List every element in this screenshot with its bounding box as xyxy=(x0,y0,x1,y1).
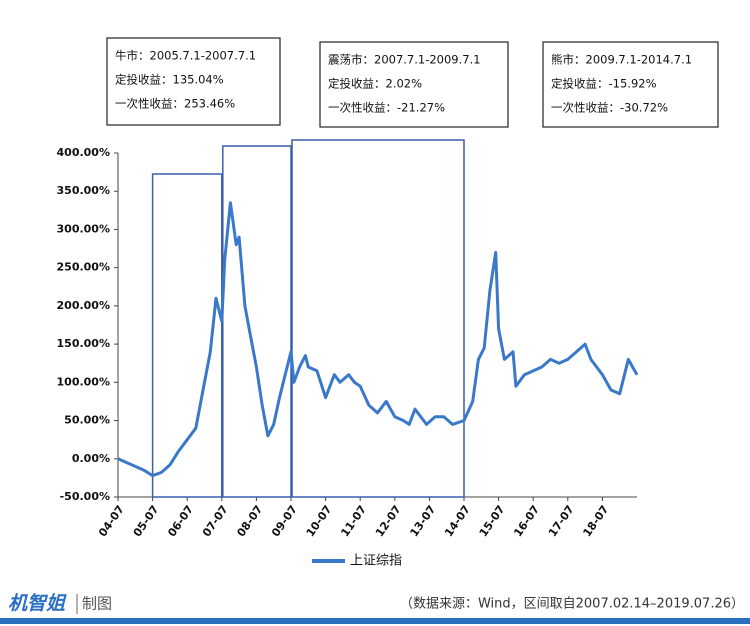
x-tick-label: 16-07 xyxy=(511,503,542,539)
x-tick-label: 07-07 xyxy=(200,503,231,539)
y-tick-label: -50.00% xyxy=(60,490,110,503)
annotation-text: 定投收益：-15.92% xyxy=(551,77,657,91)
annotation-text: 定投收益：135.04% xyxy=(115,73,224,87)
x-tick-label: 15-07 xyxy=(477,503,508,539)
annotation-text: 定投收益：2.02% xyxy=(328,77,422,91)
series-line xyxy=(117,201,639,478)
annotation-box xyxy=(319,41,509,128)
y-tick-label: 150.00% xyxy=(57,337,110,350)
footer-bar xyxy=(0,618,750,624)
annotation-text: 一次性收益：-30.72% xyxy=(551,101,668,115)
period-box xyxy=(291,139,465,498)
x-tick-label: 12-07 xyxy=(373,503,404,539)
source: （数据来源：Wind，区间取自2007.02.14–2019.07.26） xyxy=(400,597,744,612)
y-tick-label: 250.00% xyxy=(57,261,110,274)
x-tick-label: 08-07 xyxy=(234,503,265,539)
y-tick-label: 350.00% xyxy=(57,184,110,197)
annotation-box xyxy=(106,37,281,126)
x-tick-label: 06-07 xyxy=(165,503,196,539)
x-tick-label: 09-07 xyxy=(269,503,300,539)
y-tick-label: 0.00% xyxy=(72,452,110,465)
x-tick-label: 18-07 xyxy=(580,503,611,539)
x-tick-label: 11-07 xyxy=(338,503,369,539)
x-tick-label: 14-07 xyxy=(442,503,473,539)
x-tick-label: 10-07 xyxy=(304,503,335,539)
annotation-text: 一次性收益：253.46% xyxy=(115,97,235,111)
legend-label: 上证综指 xyxy=(350,554,402,569)
annotation-text: 牛市：2005.7.1-2007.7.1 xyxy=(115,49,256,63)
x-tick-label: 17-07 xyxy=(546,503,577,539)
x-tick-label: 05-07 xyxy=(131,503,162,539)
brand: 机智姐 xyxy=(8,593,67,615)
x-tick-label: 04-07 xyxy=(96,503,127,539)
y-tick-label: 300.00% xyxy=(57,222,110,235)
annotation-box xyxy=(542,41,719,128)
y-tick-label: 400.00% xyxy=(57,146,110,159)
annotation-text: 熊市：2009.7.1-2014.7.1 xyxy=(551,53,692,67)
period-box xyxy=(222,145,292,498)
period-box xyxy=(151,173,223,498)
y-tick-label: 100.00% xyxy=(57,375,110,388)
y-tick-label: 200.00% xyxy=(57,299,110,312)
y-tick-label: 50.00% xyxy=(64,414,110,427)
brand-suffix: 制图 xyxy=(82,595,112,613)
annotation-text: 震荡市：2007.7.1-2009.7.1 xyxy=(328,53,481,67)
x-tick-label: 13-07 xyxy=(407,503,438,539)
annotation-text: 一次性收益：-21.27% xyxy=(328,101,445,115)
